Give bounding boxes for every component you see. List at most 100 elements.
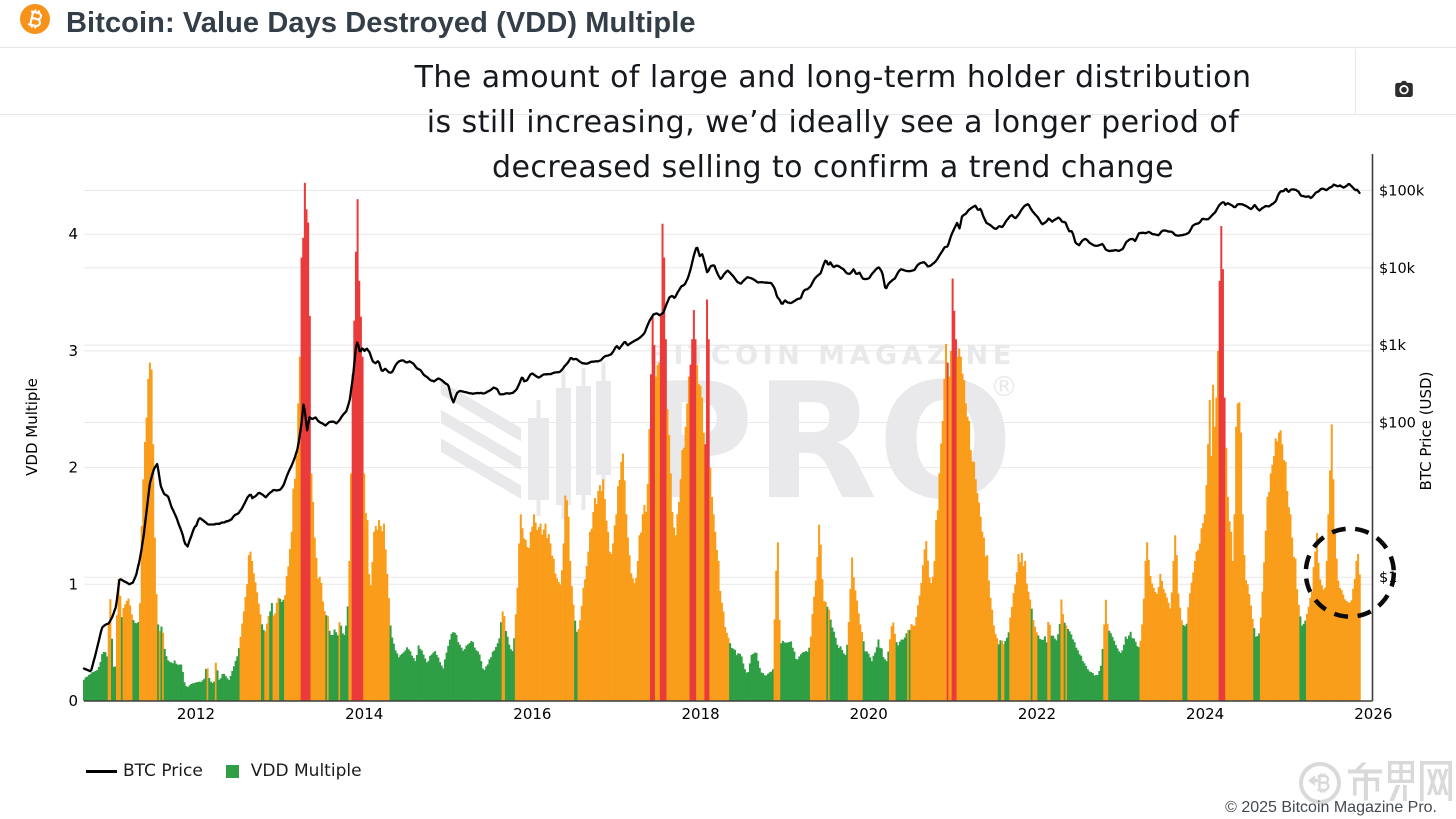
vdd-bar[interactable] [244, 597, 247, 701]
vdd-bar[interactable] [318, 576, 321, 701]
vdd-bar[interactable] [119, 595, 122, 701]
vdd-bar[interactable] [462, 650, 465, 701]
vdd-bar[interactable] [745, 672, 748, 701]
vdd-bar[interactable] [120, 617, 123, 701]
vdd-bar[interactable] [471, 642, 474, 701]
vdd-bar[interactable] [1119, 652, 1122, 701]
vdd-bar[interactable] [1139, 640, 1142, 701]
vdd-bar[interactable] [467, 644, 470, 701]
vdd-bar[interactable] [226, 678, 229, 701]
vdd-bar[interactable] [1170, 592, 1173, 701]
vdd-bar[interactable] [860, 632, 863, 701]
vdd-bar[interactable] [135, 623, 138, 701]
vdd-bar[interactable] [307, 222, 310, 701]
vdd-bar[interactable] [673, 527, 676, 701]
vdd-bar[interactable] [1184, 626, 1187, 701]
vdd-bar[interactable] [511, 651, 514, 701]
vdd-bar[interactable] [579, 620, 582, 701]
vdd-bar[interactable] [663, 257, 666, 701]
vdd-bar[interactable] [1325, 560, 1328, 701]
legend-label-vdd-multiple[interactable]: VDD Multiple [250, 761, 362, 781]
vdd-bar[interactable] [765, 675, 768, 701]
vdd-bar[interactable] [443, 659, 446, 701]
vdd-bar[interactable] [767, 673, 770, 701]
vdd-bar[interactable] [1202, 523, 1205, 701]
vdd-bar[interactable] [615, 514, 618, 701]
vdd-bar[interactable] [1251, 618, 1254, 701]
vdd-bar[interactable] [612, 543, 615, 701]
vdd-bar[interactable] [806, 651, 809, 701]
vdd-bar[interactable] [1160, 581, 1163, 701]
vdd-bar[interactable] [188, 685, 191, 701]
vdd-bar[interactable] [1256, 636, 1259, 701]
vdd-bar[interactable] [829, 619, 832, 701]
vdd-bar[interactable] [209, 681, 212, 701]
vdd-bar[interactable] [1258, 633, 1261, 701]
vdd-bar[interactable] [971, 461, 974, 701]
vdd-bar[interactable] [725, 632, 728, 701]
vdd-bar[interactable] [1190, 582, 1193, 701]
vdd-bar[interactable] [331, 634, 334, 701]
vdd-bar[interactable] [1063, 622, 1066, 701]
vdd-bar[interactable] [432, 652, 435, 701]
vdd-bar[interactable] [293, 478, 296, 701]
vdd-bar[interactable] [1347, 602, 1350, 701]
vdd-bar[interactable] [256, 592, 259, 701]
vdd-bar[interactable] [1099, 665, 1102, 701]
vdd-bar[interactable] [1338, 587, 1341, 701]
vdd-bar[interactable] [661, 223, 664, 701]
vdd-bar[interactable] [762, 673, 765, 701]
vdd-bar[interactable] [376, 529, 379, 701]
vdd-bar[interactable] [213, 681, 216, 701]
vdd-bar[interactable] [491, 651, 494, 701]
vdd-bar[interactable] [501, 611, 504, 701]
vdd-bar[interactable] [1091, 672, 1094, 701]
vdd-bar[interactable] [104, 652, 107, 701]
vdd-bar[interactable] [730, 647, 733, 701]
vdd-bar[interactable] [795, 659, 798, 701]
vdd-bar[interactable] [1312, 567, 1315, 701]
vdd-bar[interactable] [617, 486, 620, 701]
vdd-bar[interactable] [1067, 629, 1070, 701]
vdd-bar[interactable] [292, 488, 295, 701]
vdd-bar[interactable] [1053, 638, 1056, 701]
vdd-bar[interactable] [780, 643, 783, 701]
vdd-bar[interactable] [659, 315, 662, 701]
vdd-bar[interactable] [1121, 650, 1124, 701]
vdd-bar[interactable] [185, 686, 188, 701]
vdd-bar[interactable] [1040, 639, 1043, 701]
vdd-bar[interactable] [340, 625, 343, 701]
vdd-bar[interactable] [781, 640, 784, 701]
vdd-bar[interactable] [1090, 672, 1093, 701]
vdd-bar[interactable] [921, 565, 924, 701]
vdd-bar[interactable] [381, 531, 384, 701]
vdd-bar[interactable] [895, 642, 898, 701]
vdd-bar[interactable] [859, 624, 862, 701]
vdd-bar[interactable] [92, 671, 95, 701]
vdd-bar[interactable] [221, 673, 224, 701]
vdd-bar[interactable] [508, 644, 511, 701]
vdd-bar[interactable] [528, 548, 531, 701]
vdd-bar[interactable] [974, 479, 977, 701]
vdd-bar[interactable] [727, 637, 730, 701]
vdd-bar[interactable] [396, 653, 399, 701]
vdd-bar[interactable] [1101, 648, 1104, 701]
vdd-bar[interactable] [1217, 350, 1219, 701]
vdd-bar[interactable] [692, 310, 695, 701]
vdd-bar[interactable] [760, 672, 763, 701]
vdd-bar[interactable] [620, 461, 623, 701]
vdd-bar[interactable] [681, 450, 684, 701]
vdd-bar[interactable] [1058, 623, 1061, 701]
vdd-bar[interactable] [903, 637, 906, 701]
vdd-bar[interactable] [710, 496, 713, 701]
vdd-bar[interactable] [973, 461, 976, 701]
vdd-bar[interactable] [880, 648, 883, 701]
vdd-bar[interactable] [636, 560, 639, 701]
vdd-bar[interactable] [1319, 579, 1322, 701]
vdd-bar[interactable] [826, 606, 829, 701]
vdd-bar[interactable] [1203, 514, 1206, 701]
vdd-bar[interactable] [328, 630, 331, 701]
vdd-bar[interactable] [953, 310, 956, 701]
vdd-bar[interactable] [1221, 269, 1224, 701]
vdd-bar[interactable] [411, 655, 413, 701]
